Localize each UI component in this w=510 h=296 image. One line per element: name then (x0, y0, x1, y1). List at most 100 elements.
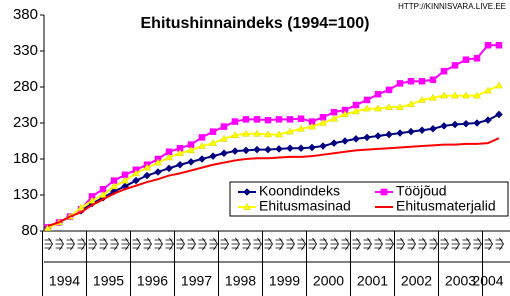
legend-label: Ehitusmaterjalid (396, 198, 496, 214)
tick-glyph (396, 237, 405, 251)
tick-glyph (286, 237, 295, 251)
marker (440, 122, 448, 130)
tick-glyph (66, 237, 75, 251)
marker (495, 41, 503, 49)
marker (451, 62, 459, 69)
tick-glyph (99, 237, 108, 251)
y-tick-label: 180 (13, 150, 38, 167)
marker (418, 77, 426, 85)
marker (110, 182, 118, 190)
x-group-label: 2003 (445, 273, 476, 289)
tick-glyph (275, 237, 284, 251)
y-tick-label: 380 (13, 6, 38, 23)
tick-glyph (88, 237, 97, 251)
marker (341, 137, 349, 145)
tick-glyph (55, 237, 64, 251)
tick-glyph (319, 237, 328, 251)
marker (231, 131, 239, 138)
marker (440, 91, 448, 99)
tick-glyph (385, 237, 394, 251)
tick-glyph (440, 237, 449, 251)
marker (275, 130, 283, 138)
marker (374, 90, 382, 98)
marker (286, 127, 294, 135)
marker (154, 158, 162, 166)
marker (374, 132, 382, 140)
marker (418, 95, 426, 103)
tick-glyph (308, 237, 317, 251)
x-group-label: 2000 (313, 273, 344, 289)
tick-glyph (220, 237, 229, 251)
marker (132, 169, 140, 177)
marker (220, 134, 228, 142)
tick-glyph (363, 237, 372, 251)
tick-glyph (143, 237, 152, 251)
chart-title: Ehitushinnaindeks (1994=100) (141, 15, 370, 32)
marker (352, 107, 360, 115)
legend-label: Koondindeks (259, 183, 340, 199)
tick-glyph (77, 237, 86, 251)
tick-glyph (242, 237, 251, 251)
tick-glyph (407, 237, 416, 251)
tick-glyph (209, 237, 218, 251)
marker (451, 91, 459, 99)
tick-glyph (495, 237, 504, 251)
marker (319, 119, 327, 126)
marker (99, 191, 107, 198)
marker (264, 145, 272, 154)
marker (165, 153, 173, 161)
marker (363, 96, 371, 104)
y-tick-label: 80 (21, 222, 38, 239)
marker (341, 110, 349, 118)
marker (297, 144, 305, 153)
marker (275, 145, 283, 153)
marker (253, 129, 261, 137)
marker (77, 203, 85, 211)
marker (407, 100, 415, 108)
marker (143, 163, 151, 171)
marker (176, 160, 184, 169)
tick-glyph (330, 237, 339, 251)
tick-glyph (484, 237, 493, 251)
tick-glyph (264, 237, 273, 251)
marker (264, 116, 272, 124)
marker (88, 196, 96, 204)
marker (484, 116, 492, 124)
marker (198, 142, 206, 149)
marker (275, 116, 283, 123)
marker (462, 119, 470, 128)
marker (253, 145, 261, 154)
marker (209, 128, 217, 135)
marker (462, 56, 470, 63)
marker (385, 103, 393, 110)
marker (484, 41, 492, 49)
marker (220, 149, 228, 158)
marker (243, 203, 251, 210)
tick-glyph (165, 237, 174, 251)
marker (429, 124, 437, 133)
legend-label: Tööjõud (396, 183, 447, 199)
x-group-label: 1998 (225, 273, 256, 289)
marker (209, 139, 217, 146)
tick-glyph (231, 237, 240, 251)
marker (308, 143, 316, 152)
y-tick-label: 230 (13, 114, 38, 131)
marker (176, 149, 184, 156)
marker (429, 93, 437, 101)
tick-glyph (473, 237, 482, 251)
marker (495, 81, 503, 89)
marker (440, 67, 448, 75)
marker (286, 116, 294, 123)
tick-glyph (374, 237, 383, 251)
marker (132, 176, 140, 185)
tick-glyph (297, 237, 306, 251)
marker (352, 101, 360, 109)
marker (407, 77, 415, 85)
tick-glyph (198, 237, 207, 251)
marker (407, 127, 415, 136)
x-group-label: 1997 (181, 273, 212, 289)
marker (429, 76, 437, 84)
marker (451, 120, 459, 129)
marker (374, 104, 382, 112)
